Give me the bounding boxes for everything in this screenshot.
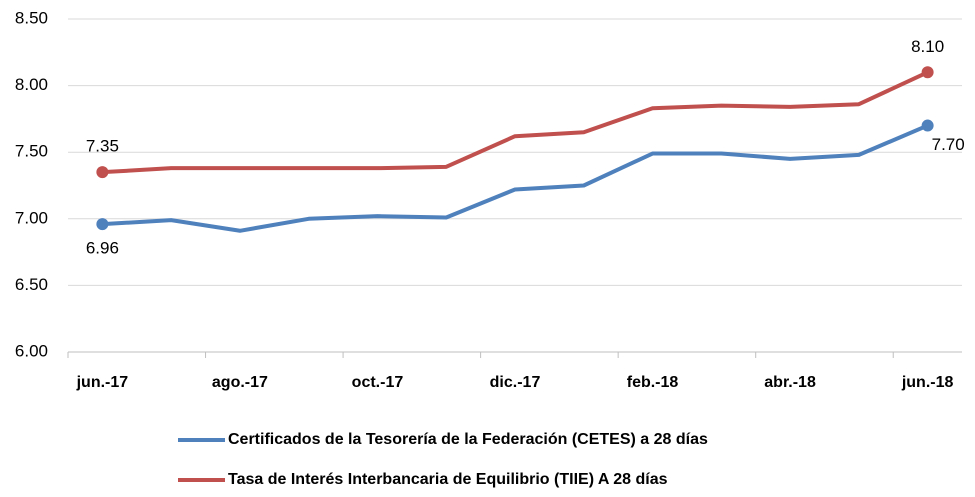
point-marker	[921, 119, 934, 132]
data-label: 7.35	[86, 137, 119, 156]
y-tick-label: 8.00	[15, 75, 48, 94]
x-tick-label: ago.-17	[212, 374, 268, 391]
point-marker	[96, 218, 109, 231]
series-line	[102, 123, 929, 233]
legend-label: Tasa de Interés Interbancaria de Equilib…	[228, 471, 668, 488]
series-line	[102, 70, 929, 175]
data-label: 7.70	[932, 135, 965, 154]
y-tick-label: 6.00	[15, 341, 48, 360]
x-tick-label: dic.-17	[490, 374, 541, 391]
y-tick-label: 7.50	[15, 142, 48, 161]
y-tick-label: 8.50	[15, 8, 48, 27]
legend-label: Certificados de la Tesorería de la Feder…	[228, 431, 708, 448]
data-label: 6.96	[86, 239, 119, 258]
x-tick-label: feb.-18	[627, 374, 679, 391]
point-marker	[921, 66, 934, 79]
y-tick-label: 6.50	[15, 275, 48, 294]
data-label: 8.10	[911, 37, 944, 56]
x-tick-label: jun.-18	[901, 374, 954, 391]
x-tick-label: jun.-17	[76, 374, 129, 391]
x-tick-label: oct.-17	[352, 374, 404, 391]
x-tick-label: abr.-18	[764, 374, 816, 391]
point-marker	[96, 166, 109, 179]
y-tick-label: 7.00	[15, 208, 48, 227]
